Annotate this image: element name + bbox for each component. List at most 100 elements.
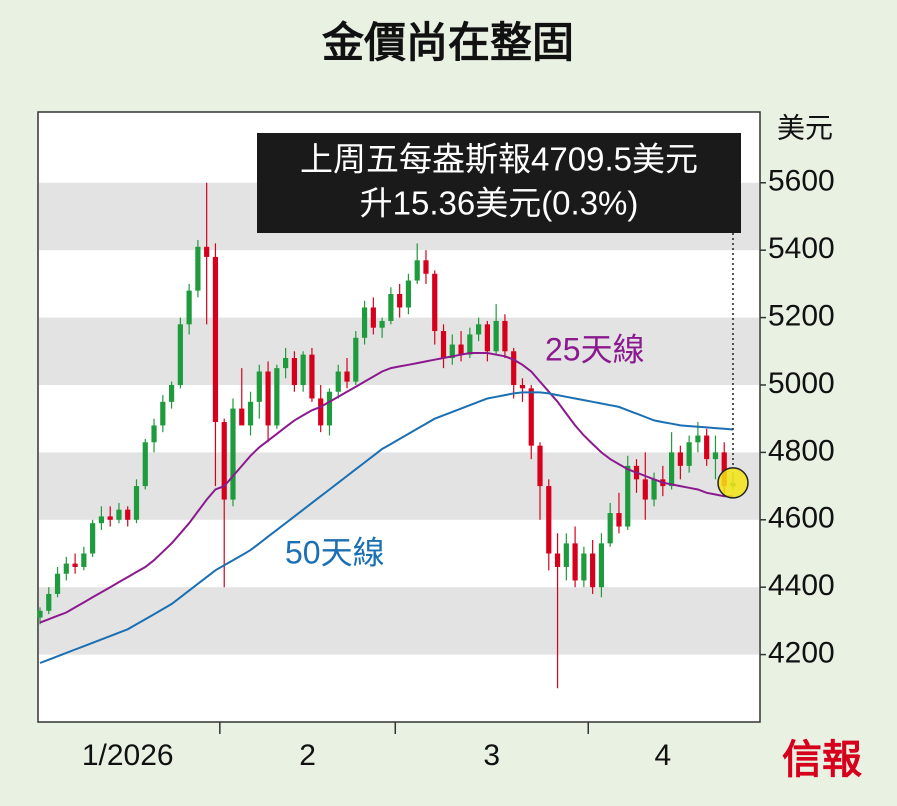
candle-body (528, 388, 534, 446)
y-axis-title: 美元 (777, 112, 833, 143)
candle-body (563, 543, 569, 567)
candle-body (546, 486, 552, 554)
candle-body (721, 452, 727, 487)
candle-body (335, 371, 341, 392)
candle-body (230, 408, 236, 500)
y-tick-label: 5600 (768, 165, 835, 198)
candle-body (160, 401, 166, 426)
candle-body (572, 543, 578, 581)
candle-body (581, 553, 587, 581)
candle-body (414, 260, 420, 281)
chart-title: 金價尚在整固 (321, 19, 574, 66)
candle-body (81, 553, 87, 567)
candle-body (239, 408, 245, 426)
candle-body (247, 401, 254, 426)
candle-body (677, 452, 683, 466)
series-label: 25天線 (545, 331, 645, 367)
candle-body (361, 307, 368, 338)
annotation-text: 上周五每盎斯報4709.5美元 (300, 141, 698, 178)
candle-body (177, 324, 183, 385)
x-tick-label: 3 (483, 739, 500, 772)
candle-body (607, 513, 613, 544)
candle-body (590, 553, 596, 588)
candle-body (405, 280, 412, 308)
candle-body (63, 563, 69, 574)
candle-body (72, 563, 78, 567)
candle-body (440, 331, 447, 359)
y-tick-label: 5200 (768, 300, 835, 333)
candle-body (283, 358, 289, 369)
candle-body (90, 523, 96, 554)
candle-body (397, 293, 403, 308)
candle-body (326, 391, 333, 426)
candle-body (379, 320, 385, 328)
x-tick-label: 2 (299, 739, 316, 772)
annotation-box (257, 133, 741, 233)
candle-body (511, 351, 517, 385)
candle-body (221, 422, 227, 500)
y-tick-label: 5400 (768, 232, 835, 265)
candle-body (204, 246, 210, 257)
candle-body (458, 344, 464, 355)
candle-body (625, 465, 631, 527)
ma-line (39, 391, 734, 664)
candle-body (107, 516, 113, 520)
grid-band (39, 587, 759, 655)
candle-body (151, 425, 157, 443)
candle-body (98, 516, 105, 524)
candle-body (668, 452, 675, 487)
candle-body (186, 290, 192, 325)
annotation-text: 升15.36美元(0.3%) (360, 185, 639, 222)
candle-body (142, 442, 148, 487)
series-label: 50天線 (285, 534, 385, 570)
candle-body (467, 334, 473, 355)
candle-body (712, 452, 719, 460)
y-tick-label: 4200 (768, 637, 835, 670)
candle-body (300, 354, 306, 385)
candle-body (133, 486, 140, 520)
ma-line (39, 352, 733, 624)
candle-body (46, 593, 52, 611)
candle-body (116, 509, 122, 520)
grid-band (39, 452, 759, 520)
candle-body (274, 368, 280, 426)
candle-body (537, 445, 543, 487)
candle-body (686, 442, 692, 466)
candle-body (370, 307, 376, 328)
candle-body (256, 371, 262, 402)
candle-body (423, 260, 429, 274)
y-tick-label: 5000 (768, 367, 835, 400)
candle-body (704, 435, 710, 460)
grid-band (39, 317, 759, 385)
candle-body (651, 479, 657, 500)
candle-body (125, 509, 131, 520)
candle-body (493, 320, 499, 352)
candle-body (388, 293, 394, 321)
x-tick-label: 1/2026 (82, 739, 174, 772)
candle-body (642, 479, 648, 500)
candle-body (318, 398, 324, 426)
logo: 信報 (782, 737, 862, 782)
candle-body (309, 354, 315, 399)
highlight-last (717, 467, 749, 499)
y-tick-label: 4800 (768, 434, 835, 467)
candle-body (344, 371, 350, 382)
candle-body (37, 610, 43, 618)
candle-body (212, 256, 219, 423)
candle-body (695, 435, 701, 443)
candle-body (519, 384, 526, 389)
candle-body (554, 553, 561, 567)
candle-body (598, 543, 605, 588)
candle-body (265, 371, 271, 426)
candle-body (168, 384, 175, 402)
candle-body (476, 324, 482, 335)
y-tick-label: 4600 (768, 502, 835, 535)
candle-body (449, 344, 455, 359)
candle-body (484, 324, 490, 352)
candle-body (54, 573, 61, 594)
x-tick-label: 4 (654, 739, 671, 772)
y-tick-label: 4400 (768, 569, 835, 602)
candle-body (616, 513, 622, 527)
